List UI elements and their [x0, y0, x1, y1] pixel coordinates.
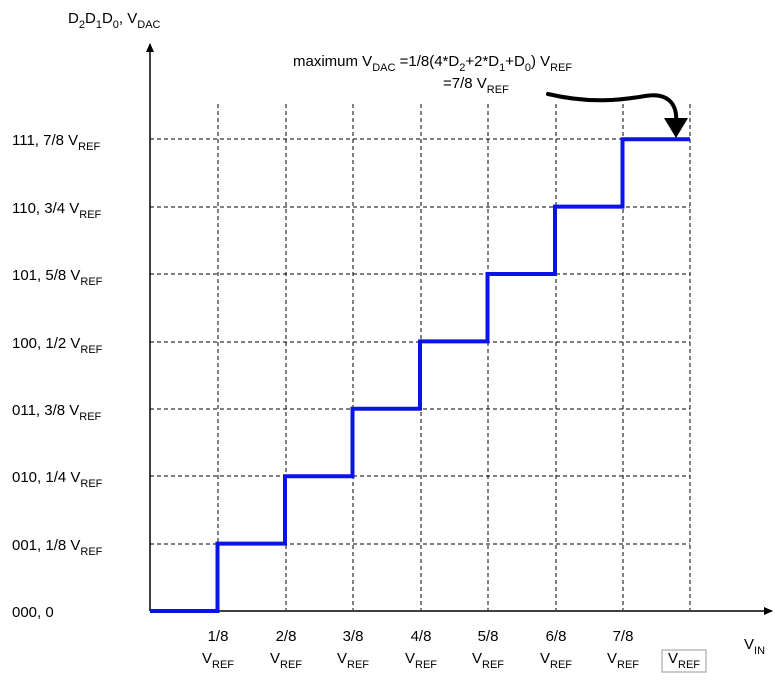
x-tick-fraction: 4/8	[411, 628, 432, 645]
y-tick-label: 101, 5/8 VREF	[12, 267, 103, 288]
x-tick-vref: VREF	[270, 650, 302, 671]
x-tick-vref: VREF	[337, 650, 369, 671]
x-tick-fraction: 3/8	[343, 628, 364, 645]
y-tick-label: 001, 1/8 VREF	[12, 537, 103, 558]
x-tick-vref: VREF	[607, 650, 639, 671]
y-tick-label: 111, 7/8 VREF	[12, 132, 100, 153]
annotation-arrowhead	[664, 118, 688, 138]
annotation-formula: maximum VDAC =1/8(4*D2+2*D1+D0) VREF	[293, 53, 572, 74]
x-tick-fraction: 2/8	[276, 628, 297, 645]
x-tick-vref: VREF	[472, 650, 504, 671]
x-axis-label: VIN	[744, 636, 765, 657]
y-tick-label: 100, 1/2 VREF	[12, 335, 103, 356]
x-tick-vref: VREF	[405, 650, 437, 671]
x-tick-vref: VREF	[668, 650, 700, 671]
x-tick-fraction: 5/8	[478, 628, 499, 645]
y-tick-labels: 000, 0 001, 1/8 VREF 010, 1/4 VREF 011, …	[12, 132, 103, 621]
y-tick-label: 000, 0	[12, 604, 54, 621]
vertical-grid-lines	[217, 104, 691, 610]
annotation-result: =7/8 VREF	[443, 75, 509, 96]
vref-box	[661, 649, 707, 673]
x-tick-vref: VREF	[202, 650, 234, 671]
x-tick-fraction: 6/8	[546, 628, 567, 645]
y-tick-label: 010, 1/4 VREF	[12, 469, 103, 490]
x-tick-fraction: 1/8	[208, 628, 229, 645]
x-tick-labels: 1/8 VREF 2/8 VREF 3/8 VREF 4/8 VREF 5/8 …	[202, 628, 707, 673]
y-tick-label: 110, 3/4 VREF	[12, 200, 102, 221]
x-tick-vref: VREF	[540, 650, 572, 671]
y-tick-label: 011, 3/8 VREF	[12, 402, 102, 423]
annotation-arrow	[546, 92, 679, 126]
x-tick-fraction: 7/8	[613, 628, 634, 645]
y-axis-label: D2D1D0, VDAC	[68, 10, 161, 31]
staircase-line	[150, 137, 690, 613]
